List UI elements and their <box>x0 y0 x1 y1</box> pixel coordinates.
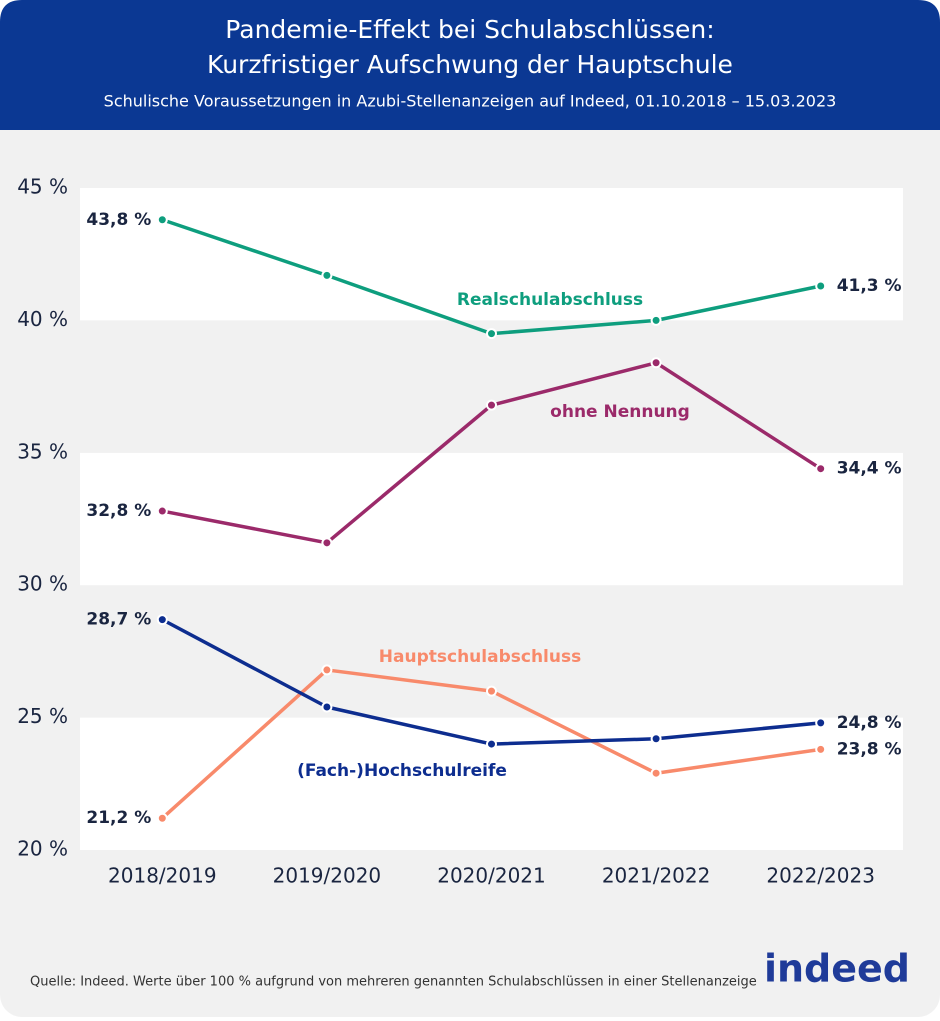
value-label: 24,8 % <box>837 713 902 733</box>
series-label: ohne Nennung <box>550 402 690 422</box>
chart-title: Kurzfristiger Aufschwung der Hauptschule <box>207 50 733 79</box>
point <box>321 537 333 549</box>
y-tick-label: 40 % <box>17 307 68 331</box>
value-label: 28,7 % <box>86 610 151 630</box>
value-label: 41,3 % <box>837 276 902 296</box>
chart-title: Pandemie-Effekt bei Schulabschlüssen: <box>225 15 714 44</box>
point <box>486 738 497 750</box>
grid-band <box>80 452 903 586</box>
point <box>650 767 662 779</box>
value-label: 32,8 % <box>86 501 151 521</box>
value-label: 34,4 % <box>837 459 902 479</box>
value-label: 43,8 % <box>86 210 151 230</box>
point <box>815 743 827 755</box>
chart-subtitle: Schulische Voraussetzungen in Azubi-Stel… <box>104 92 837 111</box>
point <box>486 328 497 340</box>
point <box>486 685 497 697</box>
point <box>815 717 827 729</box>
x-tick-label: 2019/2020 <box>273 864 382 888</box>
point <box>156 214 168 226</box>
y-tick-label: 20 % <box>17 837 68 861</box>
header <box>0 0 940 130</box>
x-tick-label: 2018/2019 <box>108 864 217 888</box>
point <box>650 314 662 326</box>
x-tick-label: 2021/2022 <box>602 864 711 888</box>
grid-band <box>80 320 903 453</box>
x-tick-label: 2020/2021 <box>437 864 546 888</box>
point <box>156 614 168 626</box>
y-tick-label: 30 % <box>17 572 68 596</box>
point <box>815 463 827 475</box>
point <box>321 664 333 676</box>
y-tick-label: 45 % <box>17 175 68 199</box>
point <box>156 505 168 517</box>
y-tick-label: 35 % <box>17 439 68 463</box>
grid-band <box>80 717 903 850</box>
point <box>321 269 333 281</box>
point <box>815 280 827 292</box>
point <box>156 812 168 824</box>
y-tick-label: 25 % <box>17 704 68 728</box>
logo: indeed <box>764 947 910 991</box>
x-tick-label: 2022/2023 <box>766 864 875 888</box>
point <box>321 701 333 713</box>
point <box>486 399 497 411</box>
value-label: 23,8 % <box>837 739 902 759</box>
point <box>650 733 662 745</box>
series-label: Realschulabschluss <box>457 290 643 310</box>
source-note: Quelle: Indeed. Werte über 100 % aufgrun… <box>30 975 757 990</box>
series-label: (Fach-)Hochschulreife <box>297 761 507 781</box>
series-label: Hauptschulabschluss <box>379 647 581 667</box>
value-label: 21,2 % <box>86 808 151 828</box>
point <box>650 357 662 369</box>
